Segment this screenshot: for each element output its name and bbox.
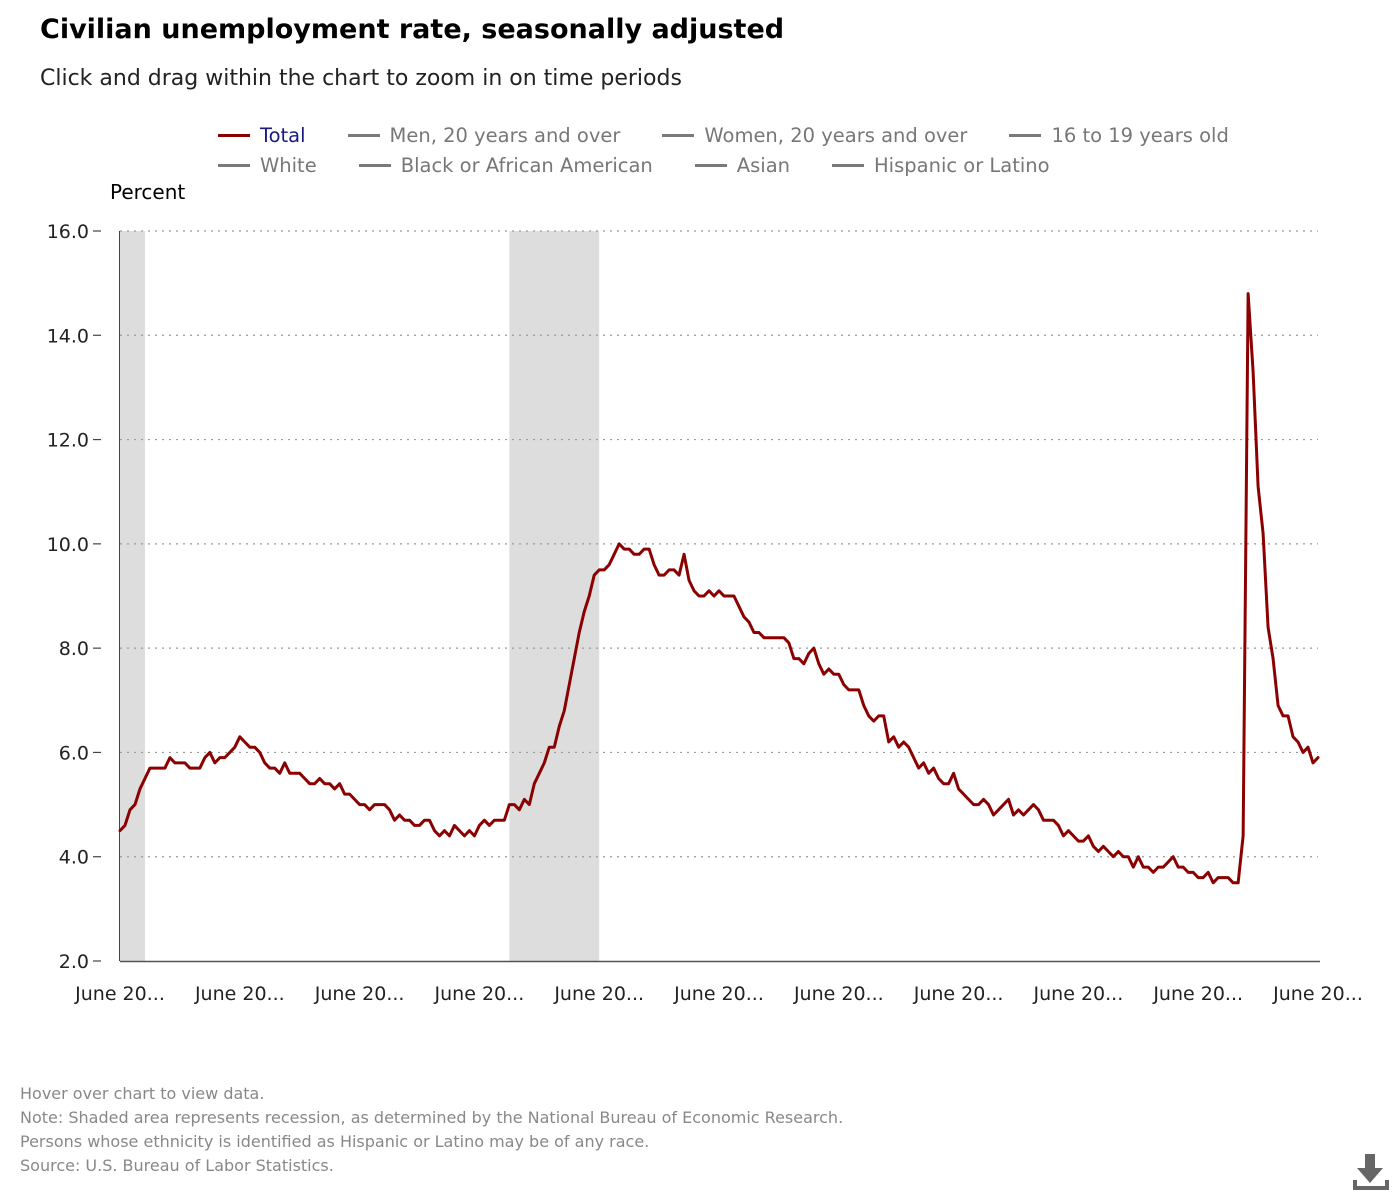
x-tick-label: June 20...: [74, 983, 165, 1005]
legend-label-men: Men, 20 years and over: [389, 124, 621, 147]
legend-swatch-women: [662, 134, 695, 137]
legend-row-2: White Black or African American Asian Hi…: [218, 154, 1050, 177]
note-hover: Hover over chart to view data.: [20, 1084, 265, 1103]
recession-band-1: [120, 231, 145, 961]
chart-subtitle: Click and drag within the chart to zoom …: [40, 66, 682, 91]
x-tick-label: June 20...: [1152, 983, 1243, 1005]
legend-swatch-white: [218, 164, 250, 167]
legend-label-total: Total: [260, 124, 306, 147]
legend-item-total[interactable]: Total: [218, 124, 306, 147]
legend-item-hispanic[interactable]: Hispanic or Latino: [832, 154, 1050, 177]
legend-label-black: Black or African American: [400, 154, 653, 177]
x-tick-label: June 20...: [673, 983, 764, 1005]
note-ethnicity: Persons whose ethnicity is identified as…: [20, 1132, 650, 1151]
recession-band-2: [509, 231, 600, 961]
y-tick-label: 2.0: [59, 951, 89, 973]
x-tick-label: June 20...: [314, 983, 405, 1005]
y-tick-label: 12.0: [47, 430, 89, 452]
legend-item-white[interactable]: White: [218, 154, 317, 177]
legend-item-asian[interactable]: Asian: [694, 154, 791, 177]
x-tick-label: June 20...: [1033, 983, 1124, 1005]
y-tick-label: 10.0: [47, 534, 89, 556]
legend-label-women: Women, 20 years and over: [704, 124, 968, 147]
y-tick-label: 6.0: [59, 742, 89, 764]
x-tick-label: June 20...: [553, 983, 644, 1005]
y-tick-label: 4.0: [59, 847, 89, 869]
y-tick-label: 14.0: [47, 325, 89, 347]
legend-swatch-hispanic: [832, 164, 865, 167]
legend-label-hispanic: Hispanic or Latino: [874, 154, 1050, 177]
note-recession: Note: Shaded area represents recession, …: [20, 1108, 844, 1127]
chart-notes: Hover over chart to view data. Note: Sha…: [20, 1082, 843, 1178]
legend-label-white: White: [260, 154, 317, 177]
download-button[interactable]: [1350, 1150, 1394, 1194]
legend-swatch-men: [347, 134, 380, 137]
legend-swatch-teens: [1009, 134, 1042, 137]
legend-item-teens[interactable]: 16 to 19 years old: [1009, 124, 1229, 147]
y-axis-title: Percent: [110, 180, 186, 204]
legend-swatch-black: [358, 164, 391, 167]
legend-label-asian: Asian: [736, 154, 791, 177]
x-tick-label: June 20...: [793, 983, 884, 1005]
x-tick-label: June 20...: [434, 983, 525, 1005]
x-tick-label: June 20...: [913, 983, 1004, 1005]
y-tick-label: 8.0: [59, 638, 89, 660]
legend-swatch-asian: [694, 164, 727, 167]
download-icon: [1353, 1154, 1389, 1190]
legend-label-teens: 16 to 19 years old: [1051, 124, 1229, 147]
x-tick-label: June 20...: [1272, 983, 1363, 1005]
legend-item-black[interactable]: Black or African American: [358, 154, 653, 177]
x-tick-label: June 20...: [194, 983, 285, 1005]
line-chart[interactable]: 16.0 14.0 12.0 10.0 8.0 6.0 4.0 2.0 June 20... Ju…: [0, 0, 1400, 1060]
legend-item-women[interactable]: Women, 20 years and over: [662, 124, 967, 147]
legend-row-1: Total Men, 20 years and over Women, 20 y…: [218, 124, 1229, 147]
legend-swatch-total: [218, 134, 250, 137]
chart-title: Civilian unemployment rate, seasonally a…: [40, 14, 785, 45]
note-source: Source: U.S. Bureau of Labor Statistics.: [20, 1156, 334, 1175]
y-tick-label: 16.0: [47, 221, 89, 243]
legend-item-men[interactable]: Men, 20 years and over: [347, 124, 621, 147]
series-line-total: [118, 292, 1320, 885]
